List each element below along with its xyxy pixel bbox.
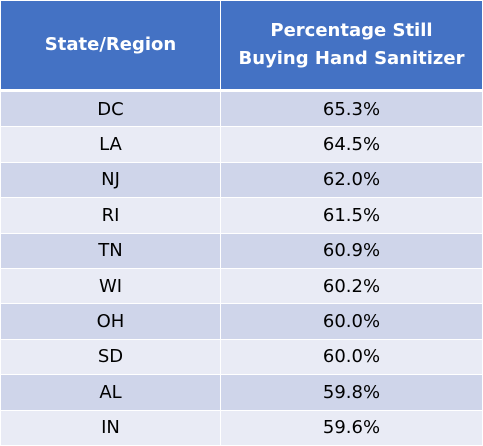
table-row: AL 59.8% — [0, 374, 483, 411]
state-cell: WI — [0, 267, 221, 305]
table-row: DC 65.3% — [0, 89, 483, 128]
percentage-cell: 60.9% — [220, 232, 483, 269]
percentage-cell: 65.3% — [220, 89, 483, 128]
state-cell: NJ — [0, 161, 221, 199]
header-row: State/Region Percentage Still Buying Hand… — [0, 0, 483, 92]
state-cell: SD — [0, 338, 221, 376]
percentage-cell: 60.0% — [220, 338, 483, 376]
state-cell: LA — [0, 126, 221, 163]
percentage-cell: 59.8% — [220, 374, 483, 411]
table-body: DC 65.3% LA 64.5% NJ 62.0% RI 61.5% TN 60.9% WI 60.… — [0, 89, 483, 446]
state-cell: DC — [0, 89, 221, 128]
state-cell: RI — [0, 197, 221, 234]
percentage-cell: 60.2% — [220, 267, 483, 305]
table-row: LA 64.5% — [0, 126, 483, 163]
table-row: TN 60.9% — [0, 232, 483, 269]
table-row: NJ 62.0% — [0, 161, 483, 199]
state-cell: AL — [0, 374, 221, 411]
table-row: IN 59.6% — [0, 409, 483, 446]
table-row: SD 60.0% — [0, 338, 483, 376]
table-row: WI 60.2% — [0, 267, 483, 305]
header-cell: Percentage Still Buying Hand Sanitizer — [220, 0, 483, 92]
header-cell: State/Region — [0, 0, 221, 92]
table-row: OH 60.0% — [0, 303, 483, 340]
state-cell: TN — [0, 232, 221, 269]
percentage-cell: 64.5% — [220, 126, 483, 163]
percentage-cell: 62.0% — [220, 161, 483, 199]
percentage-cell: 61.5% — [220, 197, 483, 234]
state-cell: IN — [0, 409, 221, 446]
table-row: RI 61.5% — [0, 197, 483, 234]
percentage-cell: 60.0% — [220, 303, 483, 340]
state-cell: OH — [0, 303, 221, 340]
percentage-cell: 59.6% — [220, 409, 483, 446]
